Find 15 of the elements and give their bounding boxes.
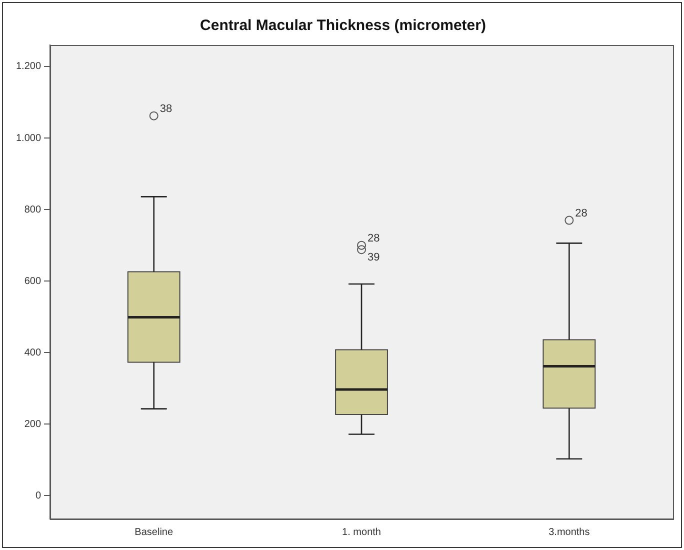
- x-tick-label: 3.months: [548, 526, 590, 538]
- chart-title: Central Macular Thickness (micrometer): [200, 17, 486, 34]
- y-tick-label: 600: [24, 276, 42, 287]
- y-tick-label: 1.000: [16, 132, 42, 144]
- y-tick-label: 800: [24, 204, 42, 216]
- annotation: 38: [160, 102, 172, 115]
- annotation: 28: [368, 232, 380, 244]
- annotation: 39: [368, 252, 380, 264]
- y-tick-label: 1.200: [16, 61, 42, 72]
- x-tick-label: Baseline: [134, 526, 174, 538]
- y-tick-label: 200: [24, 418, 42, 430]
- y-tick-label: 0: [35, 490, 42, 502]
- y-tick-label: 400: [24, 347, 42, 358]
- annotation: 28: [575, 207, 588, 220]
- x-tick-label: 1. month: [342, 526, 381, 538]
